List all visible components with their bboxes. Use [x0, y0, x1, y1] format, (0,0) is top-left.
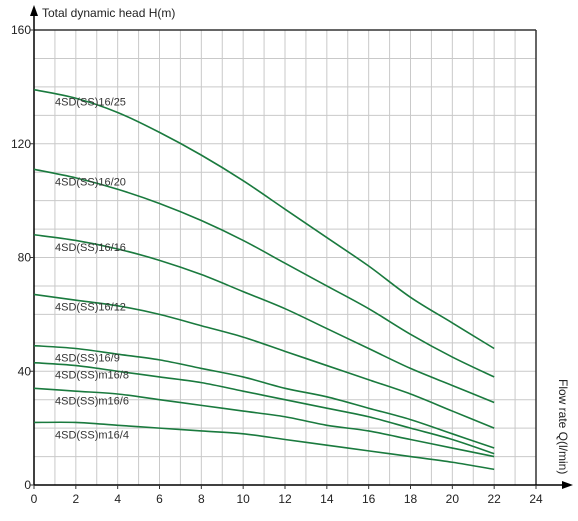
- x-tick-label: 24: [529, 492, 543, 506]
- series-line: [33, 387, 495, 458]
- y-tick-label: 40: [18, 364, 32, 378]
- x-tick-label: 2: [72, 492, 79, 506]
- x-tick-label: 20: [446, 492, 460, 506]
- x-axis-title: Flow rate Q(l/min): [556, 379, 570, 474]
- axes: [30, 5, 573, 489]
- series-line: [33, 168, 495, 378]
- x-axis-arrow-icon: [562, 481, 573, 489]
- x-tick-label: 22: [487, 492, 501, 506]
- series-label: 4SD(SS)16/25: [55, 97, 126, 109]
- series-label: 4SD(SS)16/20: [55, 176, 126, 188]
- x-tick-label: 6: [156, 492, 163, 506]
- y-tick-label: 80: [18, 251, 32, 265]
- y-tick-label: 120: [11, 137, 31, 151]
- y-tick-label: 0: [24, 478, 31, 492]
- series-label: 4SD(SS)m16/8: [55, 370, 129, 382]
- x-tick-label: 14: [320, 492, 334, 506]
- y-axis-arrow-icon: [30, 5, 38, 16]
- series-line: [33, 88, 495, 350]
- series-line: [33, 293, 495, 429]
- x-tick-label: 12: [278, 492, 292, 506]
- series-label: 4SD(SS)m16/6: [55, 395, 129, 407]
- x-tick-label: 0: [31, 492, 38, 506]
- series-line: [33, 344, 495, 449]
- y-tick-label: 160: [11, 23, 31, 37]
- series-label: 4SD(SS)16/9: [55, 353, 120, 365]
- curves: [33, 88, 495, 471]
- series-line: [33, 233, 495, 404]
- series-line: [33, 361, 495, 455]
- series-label: 4SD(SS)16/16: [55, 242, 126, 254]
- y-axis-title: Total dynamic head H(m): [42, 6, 175, 20]
- x-tick-label: 16: [362, 492, 376, 506]
- x-tick-label: 4: [114, 492, 121, 506]
- x-tick-label: 18: [404, 492, 418, 506]
- series-label: 4SD(SS)m16/4: [55, 429, 129, 441]
- x-tick-label: 8: [198, 492, 205, 506]
- series-line: [33, 421, 495, 471]
- series-label: 4SD(SS)16/12: [55, 301, 126, 313]
- series-labels: 4SD(SS)16/25 4SD(SS)16/20 4SD(SS)16/16 4SD(…: [55, 97, 129, 442]
- x-tick-label: 10: [236, 492, 250, 506]
- grid: [34, 30, 536, 485]
